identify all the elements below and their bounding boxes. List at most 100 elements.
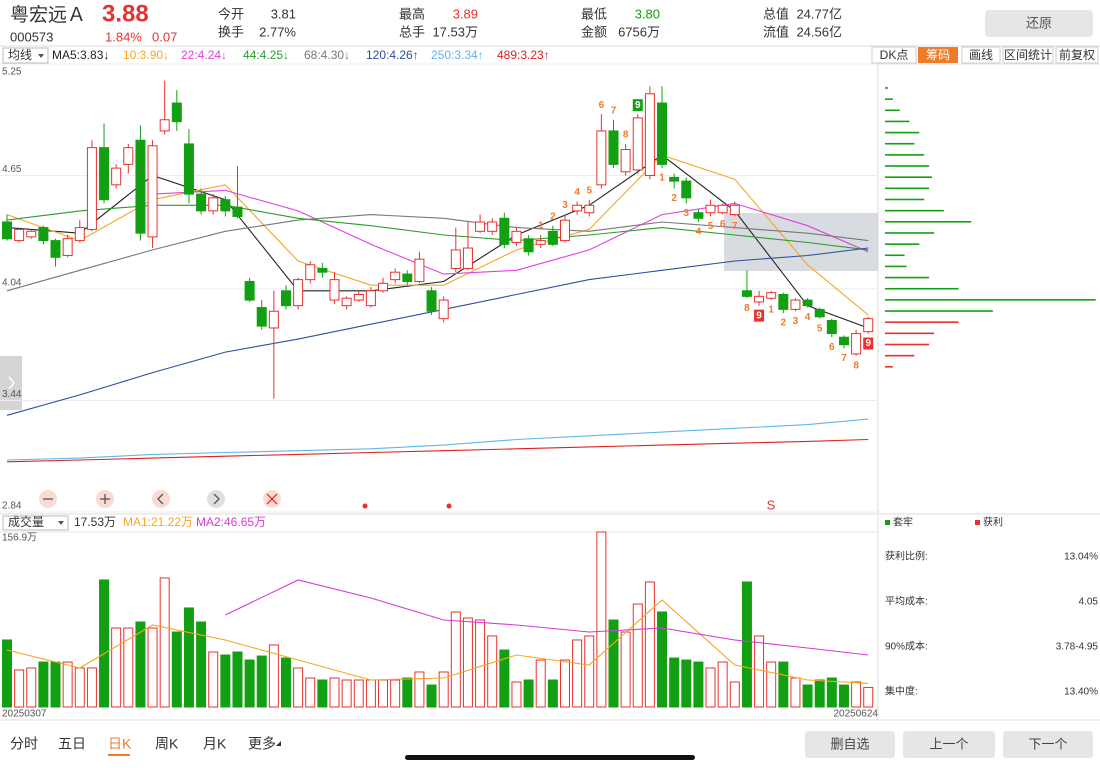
chip-bar bbox=[885, 276, 930, 279]
volume-bar bbox=[365, 679, 376, 708]
chip-bar bbox=[885, 221, 972, 223]
chip-bar bbox=[885, 232, 934, 234]
more-arrow bbox=[276, 741, 281, 746]
tool-button[interactable] bbox=[1002, 46, 1054, 64]
td-label: 3 bbox=[683, 208, 689, 219]
legend-label: 获利 bbox=[983, 517, 1003, 529]
td-label: 5 bbox=[708, 221, 714, 232]
candle-body bbox=[669, 176, 680, 182]
candle-body bbox=[717, 204, 728, 214]
tool-label[interactable]: DK点 bbox=[880, 48, 909, 62]
tool-label[interactable]: 筹码 bbox=[926, 48, 950, 62]
volume-bar bbox=[256, 655, 267, 708]
nav-button[interactable] bbox=[903, 731, 995, 758]
quote-value: 3.81 bbox=[271, 6, 296, 21]
nav-button-label[interactable]: 删自选 bbox=[830, 736, 869, 751]
ma-line bbox=[152, 189, 869, 275]
quote-value: 3.89 bbox=[453, 6, 478, 21]
candle-body bbox=[74, 227, 85, 242]
candle-body bbox=[632, 117, 643, 171]
volume-bar bbox=[499, 649, 510, 708]
nav-button[interactable] bbox=[805, 731, 895, 758]
volume-bar bbox=[559, 659, 570, 708]
volume-bar bbox=[608, 619, 619, 708]
tool-button[interactable] bbox=[1055, 46, 1099, 64]
nav-tab[interactable]: 日K bbox=[108, 736, 132, 752]
volume-bar bbox=[111, 627, 122, 708]
candle-body bbox=[608, 130, 619, 165]
nav-tab[interactable]: 五日 bbox=[58, 736, 86, 752]
tool-button[interactable] bbox=[871, 46, 917, 64]
chip-bar bbox=[885, 254, 905, 257]
nav-tab[interactable]: 分时 bbox=[10, 736, 38, 752]
tool-label[interactable]: 画线 bbox=[969, 48, 993, 62]
nav-button-label[interactable]: 下一个 bbox=[1028, 736, 1067, 751]
quote-label: 流值 bbox=[763, 24, 789, 39]
volume-bar bbox=[826, 677, 837, 708]
volume-bar bbox=[717, 661, 728, 708]
nav-tab[interactable]: 周K bbox=[155, 736, 179, 752]
td-label: 3 bbox=[562, 200, 568, 211]
td-label: 7 bbox=[611, 105, 617, 116]
stock-price: 3.88 bbox=[102, 0, 149, 27]
side-tab[interactable] bbox=[0, 356, 22, 410]
legend-swatch bbox=[975, 520, 980, 525]
candle-body bbox=[99, 147, 110, 201]
td-label: 6 bbox=[720, 219, 726, 230]
signal: S bbox=[767, 497, 776, 512]
restore-label[interactable]: 还原 bbox=[1026, 15, 1052, 30]
ma-menu-label[interactable]: 均线 bbox=[8, 48, 32, 62]
ma-legend: 10:3.90↓ bbox=[123, 48, 169, 62]
volume-menu-label[interactable]: 成交量 bbox=[8, 514, 44, 529]
ma-line bbox=[6, 214, 869, 292]
home-indicator bbox=[405, 755, 695, 760]
volume-bar bbox=[693, 661, 704, 708]
ma-legend: 68:4.30↓ bbox=[304, 48, 350, 62]
y-tick-label: 156.9万 bbox=[2, 533, 37, 544]
ma-menu[interactable] bbox=[2, 47, 49, 64]
volume-menu[interactable] bbox=[2, 515, 69, 531]
chip-bar bbox=[885, 120, 910, 123]
nav-button-label[interactable]: 上一个 bbox=[929, 736, 968, 751]
tool-label[interactable]: 前复权 bbox=[1059, 47, 1095, 62]
candle-body bbox=[220, 199, 231, 212]
signal-dot bbox=[362, 503, 368, 509]
candle-body bbox=[402, 273, 413, 282]
candle-body bbox=[365, 290, 376, 307]
candle-body bbox=[196, 193, 207, 212]
tool-button[interactable] bbox=[918, 47, 958, 63]
candle-body bbox=[62, 238, 73, 256]
volume-bar bbox=[729, 681, 740, 708]
td-label: 6 bbox=[599, 100, 605, 111]
dropdown-arrow bbox=[38, 54, 44, 58]
candle-body bbox=[826, 320, 837, 335]
volume-bar bbox=[390, 679, 401, 708]
nav-underline bbox=[108, 754, 130, 756]
scroll-right[interactable] bbox=[207, 490, 225, 508]
chip-bar bbox=[885, 243, 920, 245]
volume-bar bbox=[523, 679, 534, 708]
candle-body bbox=[863, 318, 874, 333]
volume-bar bbox=[232, 651, 243, 708]
candle-body bbox=[766, 292, 777, 299]
nav-tab[interactable]: 月K bbox=[203, 736, 227, 752]
scroll-left[interactable] bbox=[152, 490, 170, 508]
td-label: 5 bbox=[586, 185, 592, 196]
ma-legend: 489:3.23↑ bbox=[497, 48, 550, 62]
candle-body bbox=[135, 139, 146, 234]
candle-body bbox=[256, 307, 267, 327]
candle-body bbox=[729, 204, 740, 216]
stock-name: 粤宏远Ａ bbox=[10, 4, 86, 26]
volume-bar bbox=[741, 581, 752, 708]
nav-tab[interactable]: 更多 bbox=[248, 736, 276, 752]
restore-button[interactable] bbox=[985, 10, 1093, 37]
candle-body bbox=[572, 204, 583, 212]
candle-body bbox=[851, 333, 862, 355]
nav-button[interactable] bbox=[1003, 731, 1093, 758]
candle-body bbox=[50, 240, 61, 258]
td-label: 9 bbox=[756, 310, 762, 321]
tool-button[interactable] bbox=[961, 46, 1001, 64]
chip-bar bbox=[885, 154, 925, 156]
chip-bar bbox=[885, 354, 915, 357]
tool-label[interactable]: 区间统计 bbox=[1004, 48, 1052, 62]
